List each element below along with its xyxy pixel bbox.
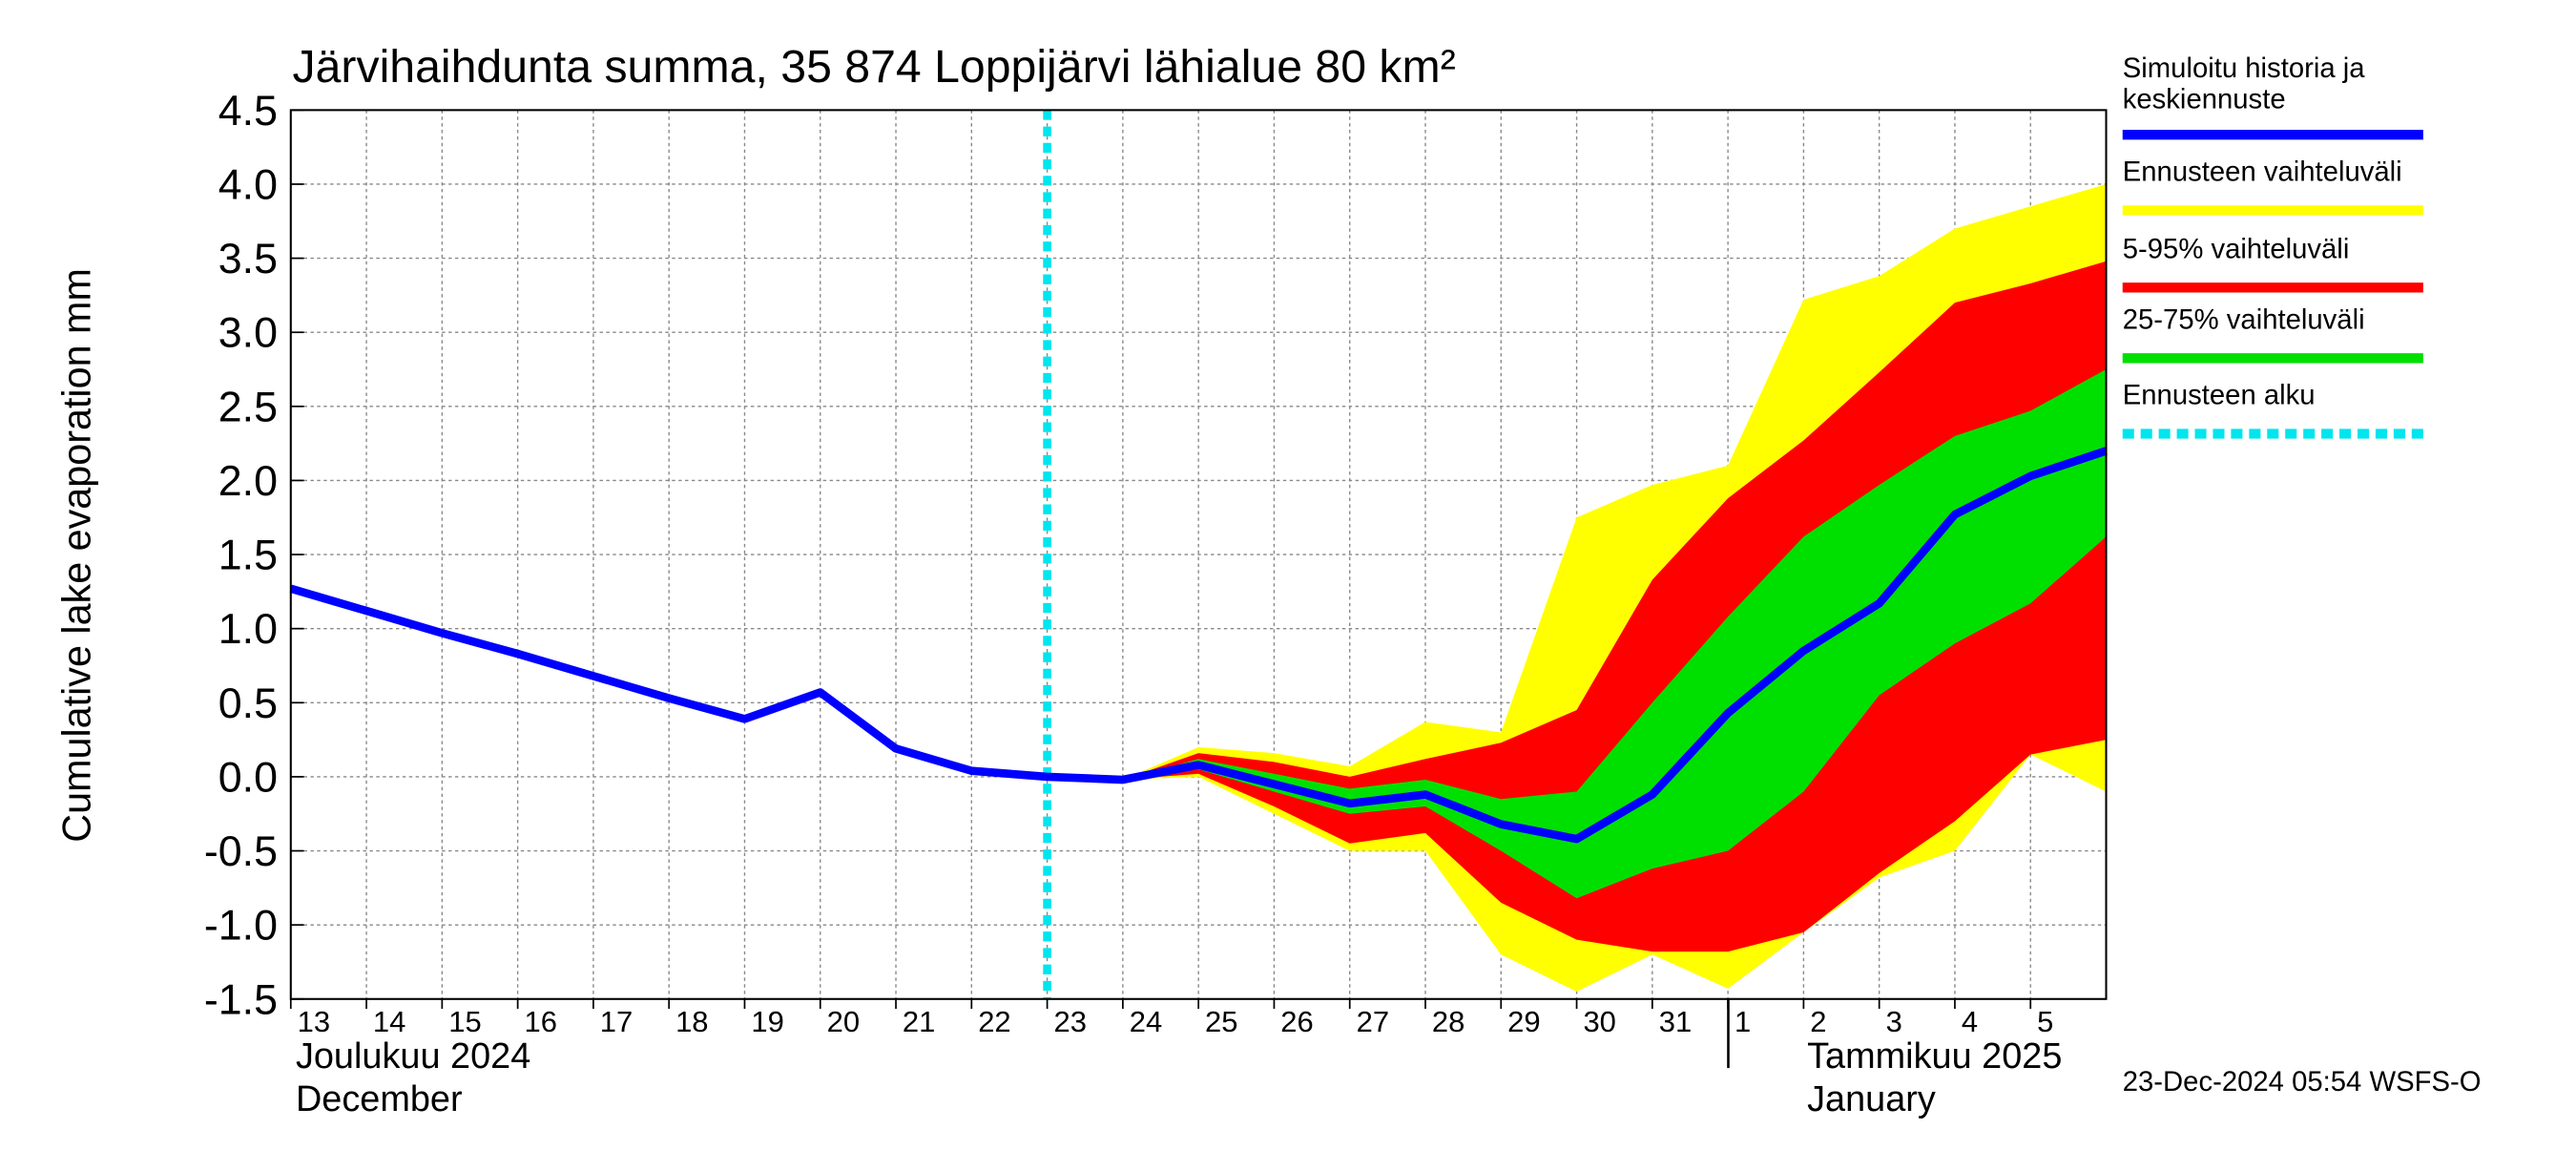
footer: 23-Dec-2024 05:54 WSFS-O	[2123, 1067, 2482, 1098]
plot-area: 4.5 4.0 3.5 3.0 2.5 2.0 1.5 1.0 0.5 0.0 -0.5 -1.0 -1…	[204, 87, 2108, 1038]
x-tick-label: 17	[600, 1005, 633, 1038]
x-tick-label: 15	[448, 1005, 481, 1038]
x-tick-label: 4	[1962, 1005, 1978, 1038]
x-tick-label: 13	[298, 1005, 330, 1038]
x-tick-label: 20	[827, 1005, 860, 1038]
x-tick-label: 29	[1507, 1005, 1540, 1038]
y-tick-label: 0.0	[218, 753, 278, 801]
y-tick-label: 3.5	[218, 235, 278, 282]
y-tick-label: 2.0	[218, 457, 278, 505]
y-tick-label: 3.0	[218, 309, 278, 357]
x-tick-label: 3	[1886, 1005, 1902, 1038]
y-tick-label: 4.5	[218, 87, 278, 135]
plot-frame	[289, 109, 2108, 1000]
y-tick-label: 1.5	[218, 532, 278, 579]
range-band	[1122, 369, 2107, 899]
x-tick-label: 26	[1280, 1005, 1313, 1038]
legend-label: Ennusteen alku	[2122, 379, 2316, 411]
legend-label: 5-95% vaihteluväli	[2122, 233, 2350, 265]
y-tick-label: -0.5	[204, 827, 278, 875]
x-tick-label: 5	[2037, 1005, 2053, 1038]
y-tick-label: -1.5	[204, 975, 278, 1023]
x-tick-label: 28	[1432, 1005, 1465, 1038]
chart-title: Järvihaihdunta summa, 35 874 Loppijärvi …	[293, 41, 1456, 93]
x-tick-label: 22	[978, 1005, 1010, 1038]
line	[289, 447, 2108, 844]
legend: Simuloitu historia ja keskiennuste Ennust…	[2122, 52, 2423, 439]
legend-label: Ennusteen vaihteluväli	[2122, 156, 2402, 188]
y-tick-label: 4.0	[218, 160, 278, 208]
x-tick-label: 2	[1810, 1005, 1826, 1038]
month-label: Tammikuu 2025	[1807, 1036, 2062, 1077]
x-tick-label: 1	[1735, 1005, 1751, 1038]
legend-text: Ennusteen alku	[2122, 379, 2316, 411]
y-tick-label: 0.5	[218, 680, 278, 727]
x-tick-label: 31	[1659, 1005, 1692, 1038]
x-tick-label: 16	[525, 1005, 557, 1038]
legend-text: 5-95% vaihteluväli	[2122, 233, 2350, 265]
y-tick-label: 2.5	[218, 383, 278, 430]
x-tick-label: 23	[1053, 1005, 1086, 1038]
range-band	[1122, 261, 2107, 952]
x-tick-label: 27	[1357, 1005, 1389, 1038]
y-axis-label: Cumulative lake evaporation mm	[55, 268, 99, 843]
x-tick-label: 18	[675, 1005, 708, 1038]
legend-text: Ennusteen vaihteluväli	[2122, 156, 2402, 188]
x-tick-label: 19	[751, 1005, 783, 1038]
month-label: Joulukuu 2024	[296, 1036, 530, 1077]
legend-label: 25-75% vaihteluväli	[2122, 303, 2365, 336]
x-tick-label: 30	[1583, 1005, 1615, 1038]
y-tick-label: 1.0	[218, 605, 278, 653]
x-tick-label: 21	[903, 1005, 935, 1038]
legend-text: 25-75% vaihteluväli	[2122, 303, 2365, 336]
y-tick-label: -1.0	[204, 902, 278, 950]
x-tick-label: 14	[373, 1005, 405, 1038]
legend-text: Simuloitu historia ja keskiennuste	[2122, 52, 2365, 115]
x-tick-label: 25	[1205, 1005, 1237, 1038]
x-tick-label: 24	[1130, 1005, 1162, 1038]
month-label: December	[296, 1079, 463, 1119]
legend-label: Simuloitu historia ja keskiennuste	[2122, 52, 2365, 115]
month-label: January	[1807, 1079, 1936, 1119]
